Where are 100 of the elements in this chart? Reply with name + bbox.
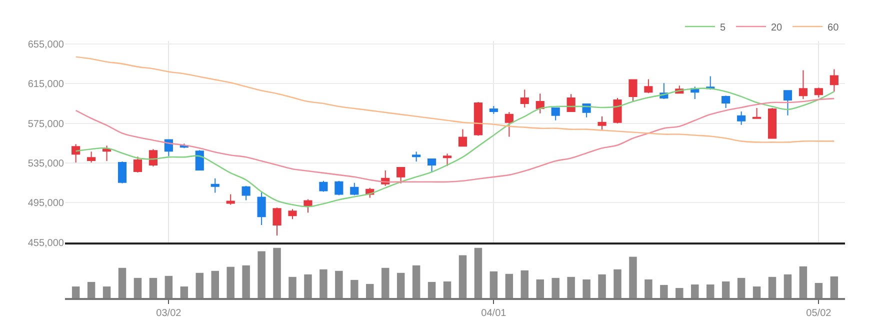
bar xyxy=(443,281,452,298)
bar xyxy=(134,278,142,298)
y-tick-label: 455,000 xyxy=(28,238,64,249)
candlestick xyxy=(520,89,529,108)
bar xyxy=(396,272,405,298)
candlestick xyxy=(830,68,838,92)
bar xyxy=(273,248,281,298)
bar xyxy=(366,284,374,298)
bar xyxy=(428,282,436,298)
candlestick xyxy=(195,150,204,171)
candlestick xyxy=(148,148,158,167)
candlestick xyxy=(722,95,730,108)
bar xyxy=(226,266,234,298)
candlestick xyxy=(737,110,746,126)
bar xyxy=(72,286,80,298)
candlestick xyxy=(536,93,544,114)
candlestick xyxy=(210,178,220,194)
bar xyxy=(567,276,575,298)
candlestick xyxy=(242,185,250,201)
candlestick xyxy=(272,207,282,236)
bar xyxy=(830,276,838,298)
candlestick xyxy=(350,182,359,196)
legend-label: 5 xyxy=(720,22,726,34)
line-series xyxy=(75,88,835,208)
bar xyxy=(520,270,529,298)
candlestick xyxy=(396,167,406,184)
x-tick-label: 03/02 xyxy=(156,308,182,320)
bar xyxy=(536,279,544,298)
bar xyxy=(320,269,328,298)
candlestick xyxy=(551,107,560,121)
candlestick xyxy=(798,70,808,100)
y-tick-label: 535,000 xyxy=(28,158,64,170)
bar xyxy=(288,276,296,298)
bar xyxy=(164,276,173,298)
bar xyxy=(722,281,730,298)
bar xyxy=(211,270,219,298)
candlestick xyxy=(504,111,514,138)
y-tick-label: 495,000 xyxy=(28,198,64,210)
bar xyxy=(458,255,467,298)
bar xyxy=(614,269,622,298)
bar xyxy=(814,282,823,298)
candlestick xyxy=(427,158,436,172)
bar xyxy=(490,271,498,298)
candlestick xyxy=(598,116,606,130)
bar xyxy=(737,278,746,298)
candlestick xyxy=(566,94,576,112)
bar xyxy=(629,256,637,298)
candlestick xyxy=(412,151,421,162)
bar xyxy=(691,284,699,298)
bar xyxy=(412,265,420,298)
candlestick xyxy=(628,78,638,102)
y-tick-label: 615,000 xyxy=(28,79,64,90)
line-series xyxy=(75,56,835,143)
y-tick-label: 655,000 xyxy=(28,39,64,50)
candlestick xyxy=(257,192,266,226)
candlestick xyxy=(458,128,468,147)
line-series xyxy=(75,98,835,183)
candlestick xyxy=(319,180,328,192)
candlestick xyxy=(752,107,762,119)
legend-label: 60 xyxy=(828,22,840,34)
candlestick xyxy=(87,151,96,164)
bar xyxy=(768,276,776,298)
x-tick-label: 05/02 xyxy=(806,308,832,320)
bar xyxy=(706,284,714,298)
bar xyxy=(149,278,158,298)
candlestick xyxy=(72,144,80,164)
bar xyxy=(598,274,606,298)
bar xyxy=(474,248,482,298)
bar xyxy=(180,286,188,298)
bar xyxy=(258,251,266,298)
x-tick-label: 04/01 xyxy=(481,308,507,320)
candlestick xyxy=(474,102,483,136)
bar xyxy=(118,268,126,298)
bar xyxy=(644,279,652,298)
candlestick xyxy=(442,153,452,167)
candlestick xyxy=(334,180,344,196)
bar xyxy=(676,288,684,298)
bar xyxy=(660,284,668,298)
bar xyxy=(242,265,250,298)
bar xyxy=(552,278,560,298)
legend-label: 20 xyxy=(771,22,783,34)
candlestick xyxy=(288,208,297,220)
candlestick xyxy=(613,98,622,124)
bar xyxy=(335,270,343,298)
bar xyxy=(505,274,514,298)
bar xyxy=(350,280,358,298)
y-tick-label: 575,000 xyxy=(28,118,64,130)
bar xyxy=(87,282,96,298)
bar xyxy=(102,286,111,298)
candlestick xyxy=(768,107,777,139)
bar xyxy=(752,286,761,298)
bar xyxy=(582,279,590,298)
bar xyxy=(799,266,808,298)
candlestick xyxy=(814,87,823,98)
bar xyxy=(784,274,792,298)
candlestick xyxy=(118,161,127,184)
candlestick xyxy=(133,156,142,173)
candlestick xyxy=(226,194,235,206)
candlestick xyxy=(644,78,653,94)
candlestick xyxy=(489,105,498,114)
